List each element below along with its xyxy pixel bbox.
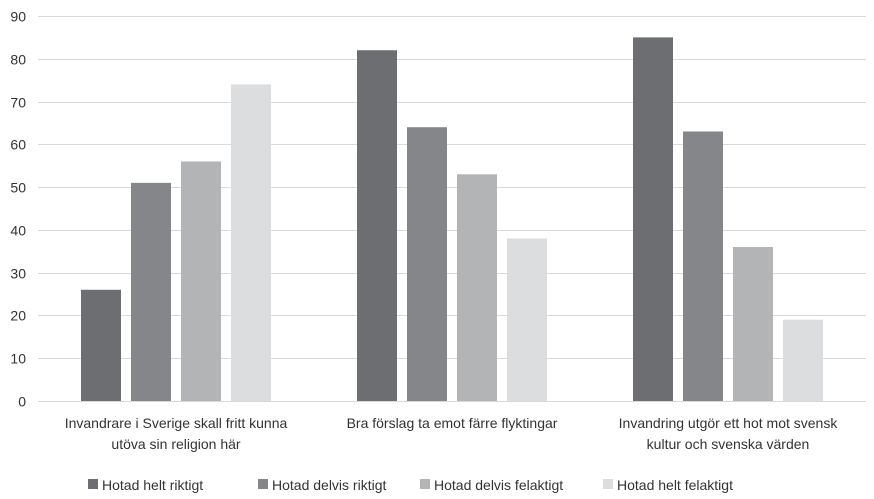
bar	[81, 289, 121, 401]
legend-swatch	[258, 479, 268, 489]
y-tick-label: 30	[10, 266, 26, 282]
y-tick-label: 10	[10, 351, 26, 367]
bar	[633, 37, 673, 402]
legend-label: Hotad delvis riktigt	[272, 477, 386, 493]
bar	[507, 238, 547, 401]
legend-swatch	[88, 479, 98, 489]
y-tick-label: 90	[10, 9, 26, 25]
legend-label: Hotad helt felaktigt	[617, 477, 733, 493]
bar	[357, 50, 397, 401]
y-tick-label: 0	[18, 394, 26, 410]
bar	[181, 161, 221, 401]
bar	[407, 127, 447, 401]
x-tick-label: Bra förslag ta emot färre flyktingar	[347, 415, 558, 431]
x-tick-label: Invandrare i Sverige skall fritt kunna ut…	[65, 415, 288, 452]
x-axis-labels: Invandrare i Sverige skall fritt kunna ut…	[65, 415, 839, 452]
bars	[81, 37, 823, 402]
y-tick-label: 60	[10, 137, 26, 153]
y-tick-label: 50	[10, 180, 26, 196]
bar	[231, 84, 271, 401]
y-axis-ticks: 0 10 20 30 40 50 60 70 80 90	[10, 9, 26, 410]
x-tick-label: Invandring utgör ett hot mot svensk kultu…	[619, 415, 839, 452]
gridlines	[38, 16, 866, 402]
y-tick-label: 20	[10, 308, 26, 324]
legend-label: Hotad delvis felaktigt	[434, 477, 563, 493]
legend-swatch	[420, 479, 430, 489]
bar	[131, 182, 171, 401]
bar	[457, 174, 497, 401]
y-tick-label: 70	[10, 95, 26, 111]
legend-label: Hotad helt riktigt	[102, 477, 203, 493]
bar	[733, 247, 773, 401]
y-tick-label: 80	[10, 52, 26, 68]
legend-swatch	[603, 479, 613, 489]
bar	[783, 319, 823, 401]
legend: Hotad helt riktigt Hotad delvis riktigt Ho…	[88, 477, 733, 493]
y-tick-label: 40	[10, 223, 26, 239]
bar	[683, 131, 723, 401]
